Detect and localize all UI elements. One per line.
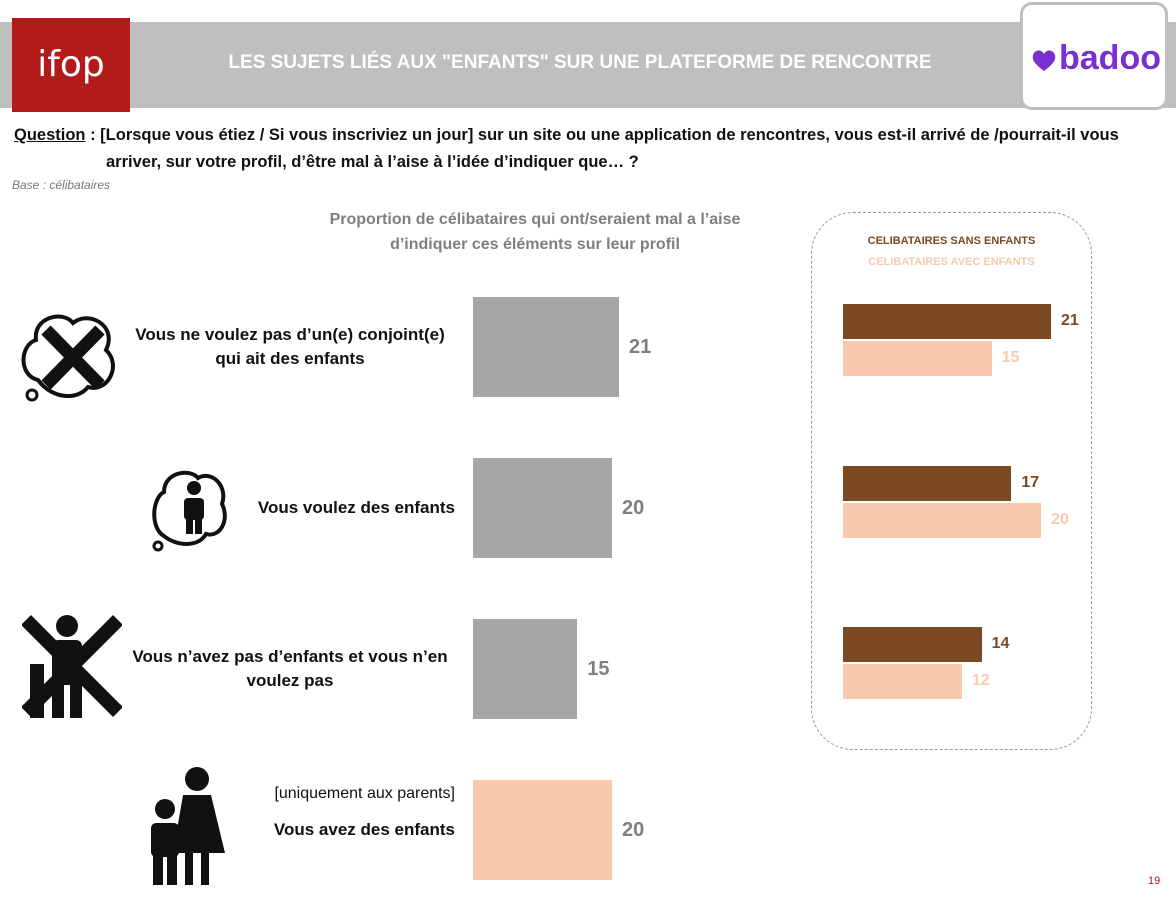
question: Question : [Lorsque vous étiez / Si vous… (14, 122, 1154, 176)
category-note: [uniquement aux parents] (274, 785, 455, 802)
category-label: Vous voulez des enfants (257, 498, 455, 517)
question-text: : [Lorsque vous étiez / Si vous inscrivi… (85, 126, 1119, 171)
value-label: 15 (1001, 349, 1020, 366)
bar (843, 304, 1051, 339)
panel (811, 212, 1092, 750)
icon-no-partner-kids (21, 314, 115, 402)
bar (843, 664, 962, 699)
bar (473, 458, 613, 558)
value-label: 20 (622, 497, 645, 519)
base-note: Base : célibataires (12, 178, 111, 192)
heart-icon (1032, 50, 1056, 71)
bar (473, 297, 619, 397)
bar (473, 619, 578, 719)
value-label: 20 (1051, 511, 1069, 528)
value-label: 17 (1021, 474, 1040, 491)
chart-title: Proportion de célibataires qui ont/serai… (329, 211, 741, 253)
bar (843, 627, 982, 662)
value-label: 14 (991, 635, 1010, 652)
header-bar (0, 22, 1176, 108)
page-number: 19 (1148, 875, 1161, 887)
bar (843, 466, 1012, 501)
icon-no-kids (22, 615, 122, 718)
category-label: Vous avez des enfants (273, 820, 455, 839)
bar (473, 780, 613, 880)
question-label: Question (14, 126, 86, 144)
value-label: 20 (622, 819, 645, 841)
legend-entry: CELIBATAIRES SANS ENFANTS (867, 235, 1036, 247)
category-label: Vous ne voulez pas d’un(e) conjoint(e) q… (135, 325, 445, 368)
badoo-box: badoo (1020, 2, 1168, 110)
category-label: Vous n’avez pas d’enfants et vous n’en v… (132, 647, 448, 690)
value-label: 15 (587, 658, 610, 680)
bar (843, 503, 1042, 538)
bar (843, 341, 992, 376)
badoo-logo: badoo (1059, 39, 1161, 77)
value-label: 21 (1061, 312, 1079, 329)
icon-parents (151, 767, 225, 885)
ifop-logo: ifop (12, 18, 130, 112)
header-title: LES SUJETS LIÉS AUX "ENFANTS" SUR UNE PL… (228, 52, 932, 73)
value-label: 21 (629, 336, 652, 358)
icon-want-kids (152, 470, 227, 552)
value-label: 12 (971, 672, 990, 689)
legend-entry: CELIBATAIRES AVEC ENFANTS (868, 256, 1035, 268)
